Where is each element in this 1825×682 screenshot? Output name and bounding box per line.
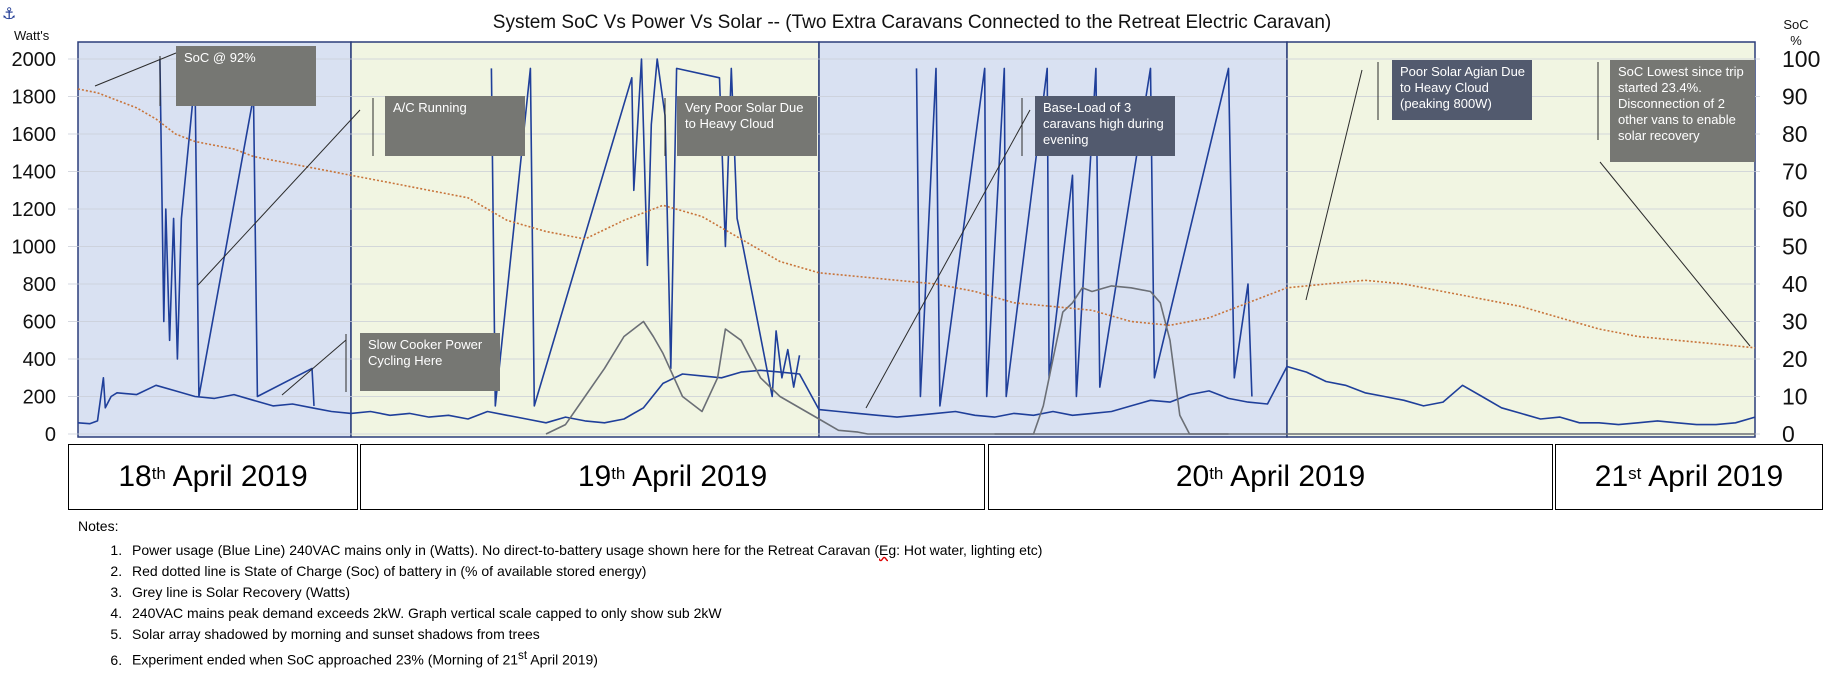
right-tick-label: 40 xyxy=(1782,271,1808,297)
annotation-text: started 23.4%. xyxy=(1618,80,1702,95)
right-axis-title-soc: SoC xyxy=(1783,17,1808,32)
annotation-text: evening xyxy=(1043,132,1089,147)
soc-power-solar-chart: SoC @ 92%A/C Running Very Poor Solar Duet… xyxy=(12,12,1821,445)
annotation-box-6 xyxy=(360,333,500,391)
annotation-boxes: SoC @ 92%A/C Running Very Poor Solar Duet… xyxy=(176,46,1755,391)
annotation-leader-0 xyxy=(94,52,177,87)
left-tick-label: 600 xyxy=(23,312,56,334)
annotation-text: Disconnection of 2 xyxy=(1618,96,1725,111)
right-tick-label: 30 xyxy=(1782,309,1808,335)
annotation-leader-1 xyxy=(197,109,361,286)
left-tick-label: 1000 xyxy=(12,237,57,259)
annotation-leaders xyxy=(94,52,1751,409)
series-lines xyxy=(77,58,1756,435)
left-axis-title: Watt's xyxy=(14,28,50,43)
left-tick-label: 1200 xyxy=(12,199,57,221)
annotation-text: caravans high during xyxy=(1043,116,1164,131)
annotation-text: A/C Running xyxy=(393,100,467,115)
note-1: Power usage (Blue Line) 240VAC mains onl… xyxy=(126,540,1042,561)
left-tick-label: 1800 xyxy=(12,87,57,109)
annotation-text: to Heavy Cloud xyxy=(685,116,774,131)
note-6: Experiment ended when SoC approached 23%… xyxy=(126,645,1042,668)
left-tick-label: 1400 xyxy=(12,162,57,184)
annotation-leader-3 xyxy=(865,109,1031,409)
right-tick-label: 70 xyxy=(1782,159,1808,185)
right-tick-label: 90 xyxy=(1782,84,1808,110)
series-line-5 xyxy=(994,285,1229,435)
annotation-text: Cycling Here xyxy=(368,353,442,368)
annotation-text: Base-Load of 3 xyxy=(1043,100,1131,115)
notes-title: Notes: xyxy=(78,518,119,534)
note-2: Red dotted line is State of Charge (Soc)… xyxy=(126,561,1042,582)
annotation-text: SoC Lowest since trip xyxy=(1618,64,1744,79)
annotation-leader-5 xyxy=(1599,161,1751,347)
annotation-leader-4 xyxy=(1305,69,1363,301)
left-tick-label: 800 xyxy=(23,274,56,296)
series-line-2 xyxy=(490,58,801,407)
right-axis-ticks: 0 10 20 30 40 50 60 70 80 90 100 xyxy=(1782,46,1820,445)
right-tick-label: 50 xyxy=(1782,234,1808,260)
note-3: Grey line is Solar Recovery (Watts) xyxy=(126,582,1042,603)
annotation-text: SoC @ 92% xyxy=(184,50,256,65)
annotation-box-2 xyxy=(677,96,817,156)
right-tick-label: 10 xyxy=(1782,384,1808,410)
left-tick-label: 0 xyxy=(45,424,56,445)
left-tick-label: 1600 xyxy=(12,124,57,146)
notes-section: Notes: Power usage (Blue Line) 240VAC ma… xyxy=(78,518,1042,668)
annotation-text: to Heavy Cloud xyxy=(1400,80,1489,95)
note-4: 240VAC mains peak demand exceeds 2kW. Gr… xyxy=(126,603,1042,624)
annotation-text: Poor Solar Agian Due xyxy=(1400,64,1525,79)
annotation-text: solar recovery xyxy=(1618,128,1700,143)
left-tick-label: 2000 xyxy=(12,49,57,71)
right-tick-label: 100 xyxy=(1782,46,1820,72)
series-line-3 xyxy=(915,67,1253,407)
annotation-leader-6 xyxy=(281,339,347,396)
right-axis-title-percent: % xyxy=(1790,33,1802,48)
anchor-icon: ⚓ xyxy=(2,4,17,23)
series-line-1 xyxy=(159,58,315,406)
series-line-6 xyxy=(77,88,1756,349)
right-tick-label: 20 xyxy=(1782,346,1808,372)
annotation-box-5 xyxy=(1610,60,1755,162)
left-axis-ticks: 0 200 400 600 800 1000 1200 1400 1600 1800 2000 xyxy=(12,49,57,445)
right-tick-label: 60 xyxy=(1782,196,1808,222)
note-5: Solar array shadowed by morning and suns… xyxy=(126,624,1042,645)
annotation-text: Slow Cooker Power xyxy=(368,337,483,352)
annotation-box-4 xyxy=(1392,60,1532,120)
annotation-box-1 xyxy=(385,96,525,156)
left-tick-label: 200 xyxy=(23,387,56,409)
annotation-text: (peaking 800W) xyxy=(1400,96,1492,111)
right-tick-label: 80 xyxy=(1782,121,1808,147)
chart-title: System SoC Vs Power Vs Solar -- (Two Ext… xyxy=(493,12,1331,33)
series-line-0 xyxy=(77,365,1756,426)
annotation-text: other vans to enable xyxy=(1618,112,1736,127)
series-line-4 xyxy=(545,320,1755,435)
left-tick-label: 400 xyxy=(23,349,56,371)
annotation-text: Very Poor Solar Due xyxy=(685,100,804,115)
annotation-box-3 xyxy=(1035,96,1175,156)
right-tick-label: 0 xyxy=(1782,421,1795,445)
annotation-box-0 xyxy=(176,46,316,106)
